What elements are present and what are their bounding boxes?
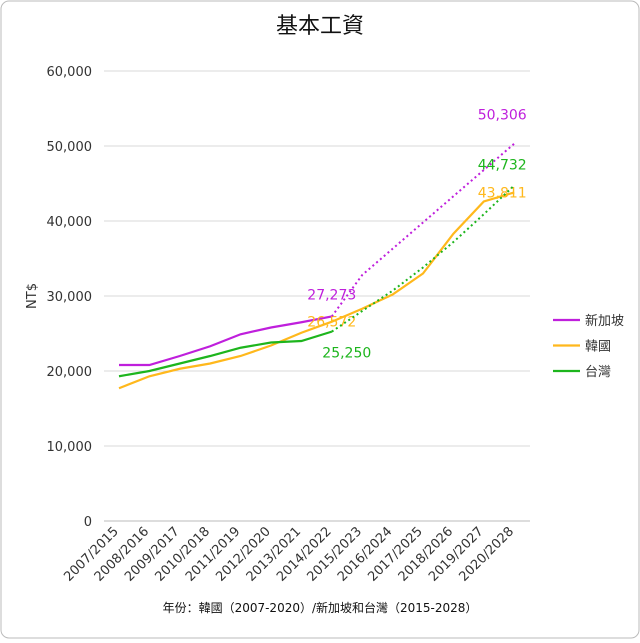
data-label: 26,572 (307, 315, 356, 331)
series-line (118, 191, 515, 390)
y-tick-label: 0 (84, 515, 92, 530)
legend-label: 韓國 (585, 340, 611, 355)
chart-title: 基本工資 (276, 14, 364, 39)
legend-label: 台灣 (585, 365, 611, 380)
data-label: 25,250 (322, 346, 371, 362)
series-line (330, 142, 515, 318)
series-line (119, 315, 333, 367)
y-tick-label: 60,000 (47, 65, 93, 80)
y-tick-label: 30,000 (47, 290, 93, 305)
y-tick-label: 20,000 (47, 365, 93, 380)
data-label: 27,273 (307, 287, 356, 303)
y-tick-label: 10,000 (47, 440, 93, 455)
data-label: 43,811 (478, 185, 527, 201)
x-axis-title: 年份：韓國（2007-2020）/新加坡和台灣（2015-2028） (163, 600, 478, 615)
y-axis-title: NT$ (25, 283, 40, 309)
series-line (331, 184, 515, 333)
data-label: 44,732 (478, 158, 527, 174)
y-tick-label: 40,000 (47, 215, 93, 230)
y-tick-label: 50,000 (47, 140, 93, 155)
data-label: 50,306 (478, 108, 527, 124)
legend-label: 新加坡 (585, 313, 624, 329)
series-line (118, 330, 333, 378)
